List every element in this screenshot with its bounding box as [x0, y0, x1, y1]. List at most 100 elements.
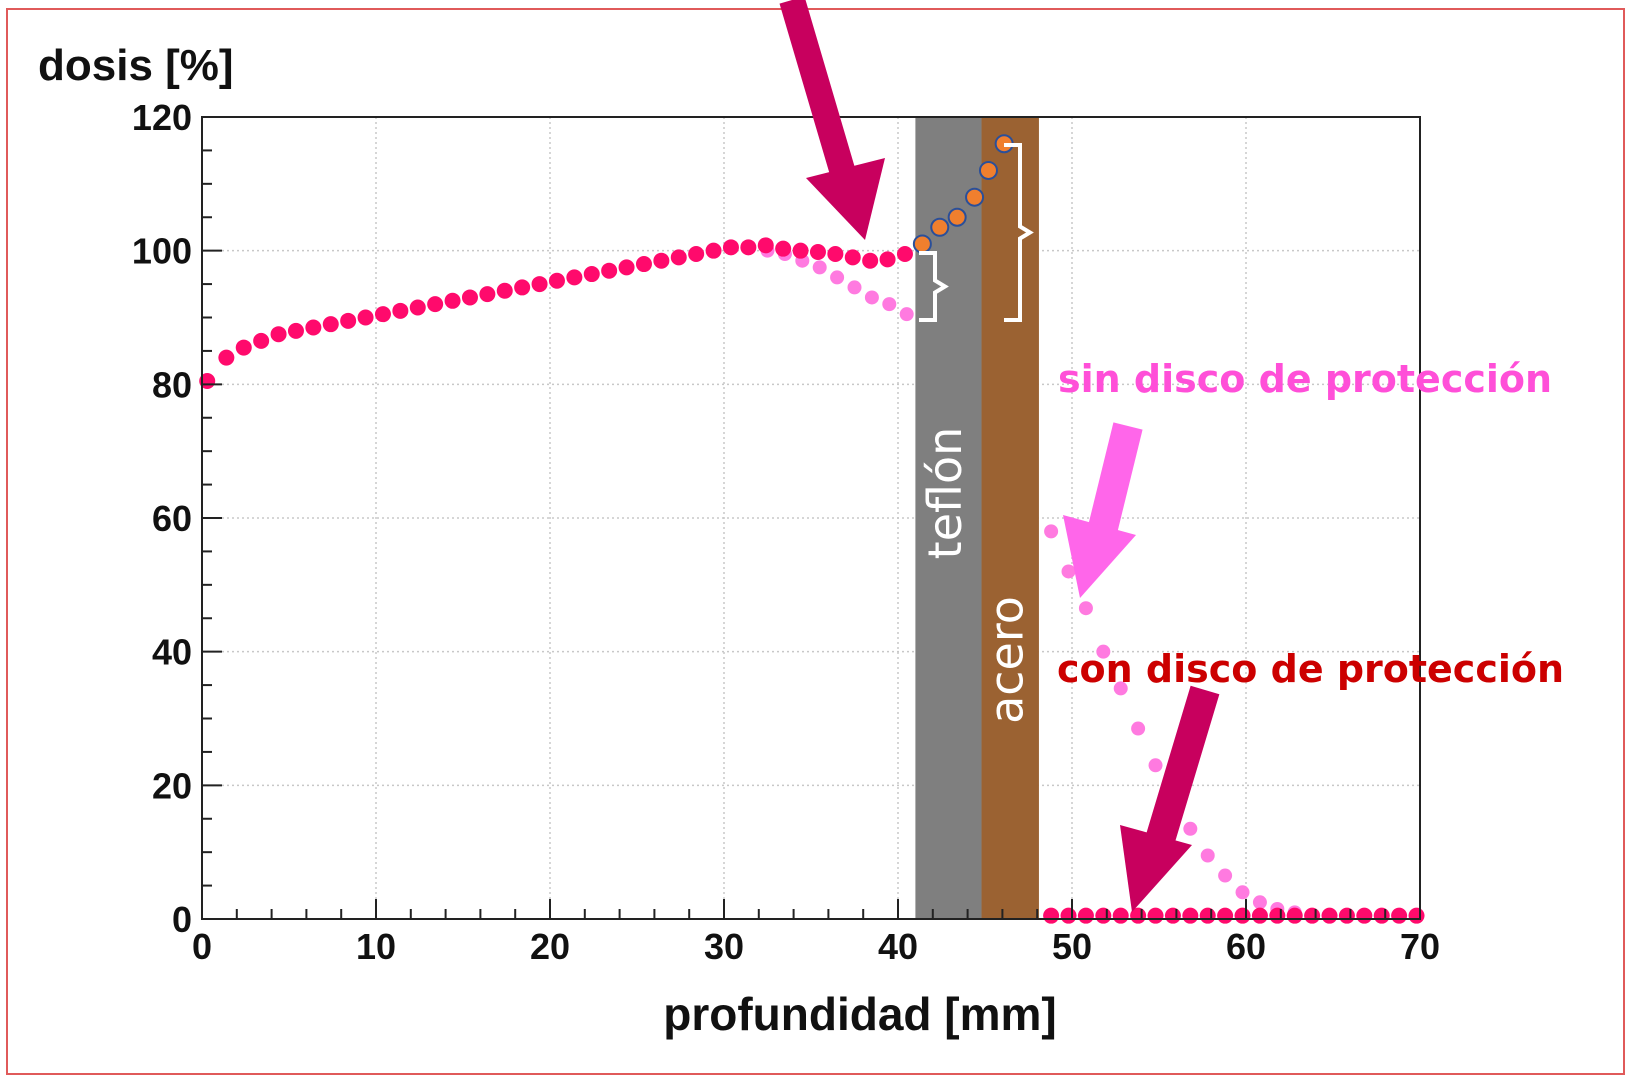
data-point-series-0: [461, 289, 478, 306]
x-tick-label: 40: [878, 926, 918, 967]
data-point-series-0: [1373, 907, 1390, 924]
x-tick-label: 0: [192, 926, 212, 967]
arrow-top-head: [806, 158, 885, 240]
region-label-1: acero: [980, 596, 1034, 724]
region-label-0: teflón: [918, 427, 972, 560]
data-point-series-0: [1304, 907, 1321, 924]
data-point-series-0: [235, 339, 252, 356]
y-axis-label: dosis [%]: [38, 41, 234, 90]
data-point-series-1: [1113, 681, 1128, 696]
arrow-sin-disco-head: [1063, 515, 1136, 598]
data-point-series-1: [1235, 885, 1250, 900]
tick-labels: 0 20 40 60 80 100 120 0 10 20 30 40 50 60 70: [132, 97, 1440, 967]
data-point-series-0: [444, 292, 461, 309]
data-point-series-0: [305, 319, 322, 336]
data-point-series-0: [1408, 907, 1425, 924]
data-point-series-1: [864, 290, 879, 305]
data-point-series-0: [688, 246, 705, 263]
data-point-series-0: [287, 322, 304, 339]
data-point-series-0: [1077, 907, 1094, 924]
data-point-series-0: [705, 242, 722, 259]
data-point-series-0: [583, 266, 600, 283]
data-point-series-0: [757, 237, 774, 254]
data-point-series-0: [548, 272, 565, 289]
data-point-series-0: [1391, 907, 1408, 924]
data-point-series-0: [1182, 907, 1199, 924]
data-point-series-0: [1043, 907, 1060, 924]
data-point-series-1: [1078, 601, 1093, 616]
data-point-series-1: [847, 280, 862, 295]
data-point-series-0: [722, 239, 739, 256]
data-point-series-0: [1217, 907, 1234, 924]
data-point-series-0: [1164, 907, 1181, 924]
data-point-series-0: [1060, 907, 1077, 924]
y-tick-label: 80: [152, 364, 192, 405]
arrow-con-disco-head: [1120, 825, 1192, 912]
y-tick-label: 40: [152, 632, 192, 673]
data-point-series-0: [618, 259, 635, 276]
x-tick-label: 30: [704, 926, 744, 967]
data-point-series-0: [1321, 907, 1338, 924]
dose-brackets: [919, 143, 1034, 322]
data-points: [199, 134, 1425, 924]
arrow-top: [779, 0, 885, 240]
data-point-series-0: [601, 262, 618, 279]
data-point-series-0: [1147, 907, 1164, 924]
data-point-series-2: [912, 234, 932, 254]
data-point-series-2: [930, 217, 950, 237]
x-tick-label: 20: [530, 926, 570, 967]
data-point-series-1: [812, 260, 827, 275]
data-point-series-0: [1199, 907, 1216, 924]
data-point-series-0: [496, 282, 513, 299]
data-point-series-1: [1252, 895, 1267, 910]
data-point-series-0: [1269, 907, 1286, 924]
y-tick-label: 20: [152, 765, 192, 806]
data-point-series-1: [1096, 644, 1111, 659]
y-tick-label: 60: [152, 498, 192, 539]
data-point-series-0: [409, 299, 426, 316]
data-point-series-1: [1131, 721, 1146, 736]
annotation-con-disco: con disco de protección: [1057, 647, 1564, 691]
data-point-series-1: [899, 307, 914, 322]
y-tick-label: 120: [132, 97, 192, 138]
data-point-series-0: [514, 279, 531, 296]
data-point-series-0: [531, 276, 548, 293]
data-point-series-0: [1251, 907, 1268, 924]
data-point-series-0: [392, 302, 409, 319]
data-point-series-1: [1218, 868, 1233, 883]
x-tick-label: 60: [1226, 926, 1266, 967]
bracket-teflon: [919, 251, 949, 322]
data-point-series-0: [566, 269, 583, 286]
bracket-acero: [1004, 143, 1034, 322]
data-point-series-0: [653, 252, 670, 269]
axes: [201, 116, 1421, 920]
data-point-series-0: [1356, 907, 1373, 924]
data-point-series-0: [1286, 907, 1303, 924]
data-point-series-0: [635, 256, 652, 273]
x-axis-label: profundidad [mm]: [663, 988, 1057, 1040]
y-tick-label: 0: [172, 899, 192, 940]
data-point-series-1: [882, 297, 897, 312]
data-point-series-0: [1234, 907, 1251, 924]
data-point-series-0: [740, 239, 757, 256]
region-1: [981, 117, 1039, 919]
data-point-series-0: [844, 249, 861, 266]
data-point-series-1: [830, 270, 845, 285]
data-point-series-1: [1061, 564, 1076, 579]
data-point-series-1: [1044, 524, 1059, 539]
data-point-series-1: [1148, 758, 1163, 773]
arrow-sin-disco: [1063, 422, 1143, 598]
arrow-con-disco: [1120, 685, 1220, 912]
data-point-series-1: [1200, 848, 1215, 863]
data-point-series-2: [978, 160, 998, 180]
y-tick-label: 100: [132, 231, 192, 272]
data-point-series-2: [965, 187, 985, 207]
data-point-series-0: [670, 249, 687, 266]
data-point-series-0: [218, 349, 235, 366]
x-tick-label: 10: [356, 926, 396, 967]
data-point-series-0: [879, 251, 896, 268]
data-point-series-0: [340, 312, 357, 329]
data-point-series-0: [427, 296, 444, 313]
data-point-series-0: [357, 309, 374, 326]
